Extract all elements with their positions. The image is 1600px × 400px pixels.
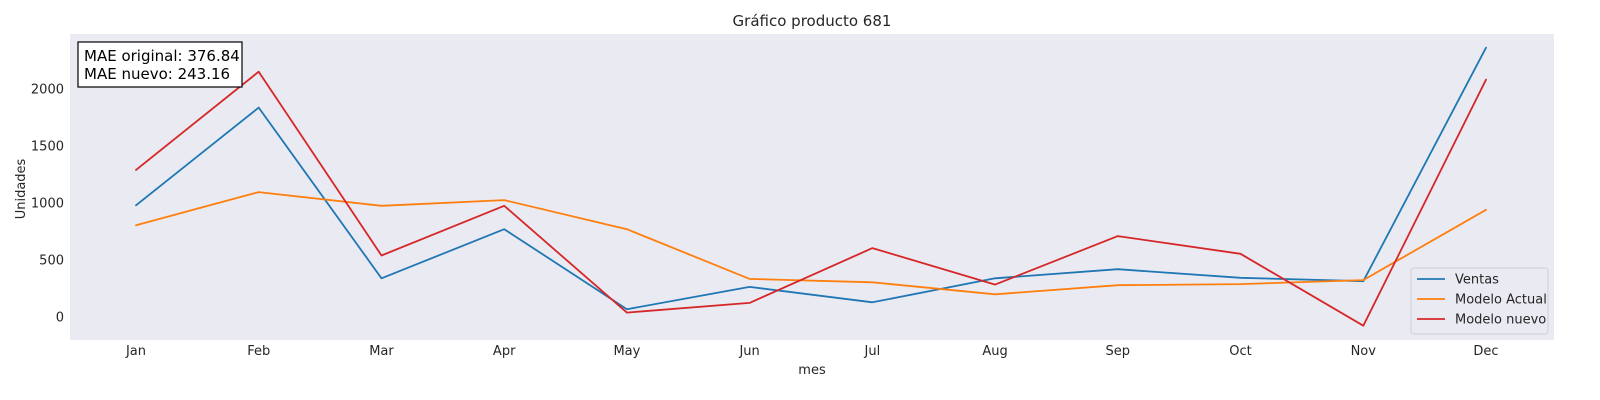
legend-label-modelo-actual: Modelo Actual — [1455, 293, 1547, 308]
mae-nuevo-text: MAE nuevo: 243.16 — [84, 65, 230, 83]
x-tick-label: Nov — [1351, 344, 1377, 359]
x-tick-label: Apr — [493, 344, 516, 359]
x-tick-label: Mar — [369, 344, 394, 359]
x-tick-label: Feb — [247, 344, 270, 359]
series-layer — [135, 46, 1487, 327]
x-tick-label: Sep — [1106, 344, 1131, 359]
x-tick-label: Jun — [738, 344, 759, 359]
y-tick-label: 1500 — [31, 139, 64, 154]
x-tick-label: Oct — [1229, 344, 1251, 359]
mae-original-text: MAE original: 376.84 — [84, 47, 240, 65]
y-axis-ticks: 0 500 1000 1500 2000 — [31, 82, 64, 325]
mae-annotation-frame — [77, 41, 243, 88]
x-tick-label: May — [613, 344, 640, 359]
series-line-ventas — [135, 46, 1487, 311]
mae-annotation-box: MAE original: 376.84 MAE nuevo: 243.16 — [77, 41, 243, 88]
chart-title: Gráfico producto 681 — [733, 12, 892, 30]
x-tick-label: Dec — [1473, 344, 1498, 359]
series-line-modelo-actual — [135, 191, 1487, 296]
y-tick-label: 2000 — [31, 82, 64, 97]
x-tick-label: Jan — [125, 344, 146, 359]
legend-label-ventas: Ventas — [1455, 273, 1499, 288]
y-tick-label: 0 — [56, 311, 64, 326]
y-axis-label: Unidades — [14, 158, 29, 219]
series-line-modelo-nuevo — [135, 70, 1487, 327]
legend-frame — [1410, 267, 1549, 335]
legend: Ventas Modelo Actual Modelo nuevo — [1410, 267, 1549, 335]
plot-area — [70, 34, 1554, 340]
y-tick-label: 1000 — [31, 196, 64, 211]
x-tick-label: Jul — [864, 344, 881, 359]
x-axis-ticks: Jan Feb Mar Apr May Jun Jul Aug Sep Oct Nov Dec — [125, 344, 1499, 359]
x-tick-label: Aug — [982, 344, 1007, 359]
x-axis-label: mes — [798, 363, 826, 378]
legend-label-modelo-nuevo: Modelo nuevo — [1455, 313, 1546, 328]
y-tick-label: 500 — [39, 254, 64, 269]
